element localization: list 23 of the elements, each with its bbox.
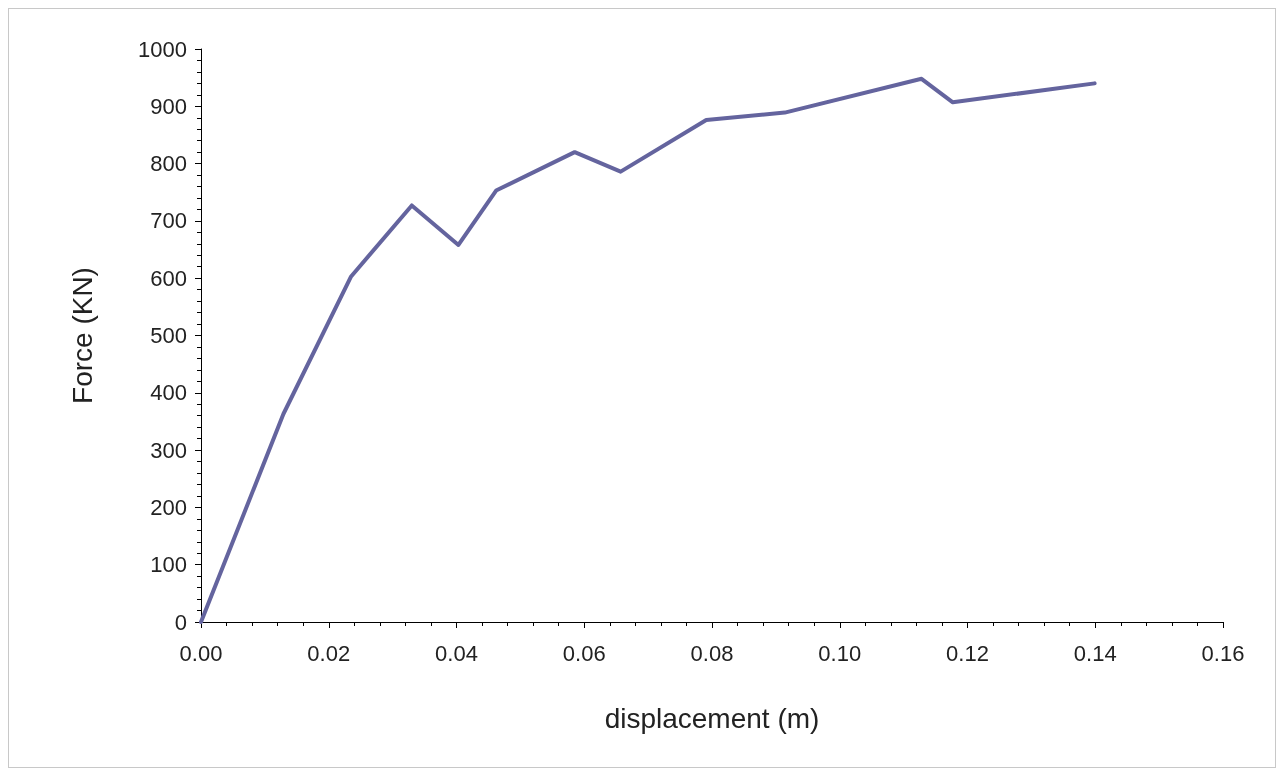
x-tick-label: 0.06	[562, 640, 606, 666]
y-tick-label: 300	[150, 437, 187, 463]
x-tick-label: 0.14	[1073, 640, 1117, 666]
y-tick-label: 100	[150, 552, 187, 578]
x-tick-label: 0.00	[179, 640, 223, 666]
x-axis-title: displacement (m)	[604, 702, 820, 734]
y-tick-label: 800	[150, 151, 187, 177]
x-tick-label: 0.08	[690, 640, 734, 666]
y-tick-label: 1000	[138, 36, 187, 62]
y-tick-label: 700	[150, 208, 187, 234]
y-tick-label: 600	[150, 265, 187, 291]
y-tick-label: 400	[150, 380, 187, 406]
x-tick-label: 0.10	[818, 640, 862, 666]
y-tick-label: 500	[150, 323, 187, 348]
y-tick-label: 0	[174, 609, 187, 635]
y-axis-title: Force (KN)	[66, 267, 98, 404]
x-tick-label: 0.02	[307, 640, 351, 666]
x-tick-label: 0.16	[1201, 640, 1245, 666]
line-series	[199, 76, 1097, 624]
x-tick-label: 0.04	[435, 640, 478, 666]
x-tick-label: 0.12	[946, 640, 989, 666]
y-tick-label: 900	[150, 93, 187, 119]
y-tick-label: 200	[150, 494, 187, 520]
